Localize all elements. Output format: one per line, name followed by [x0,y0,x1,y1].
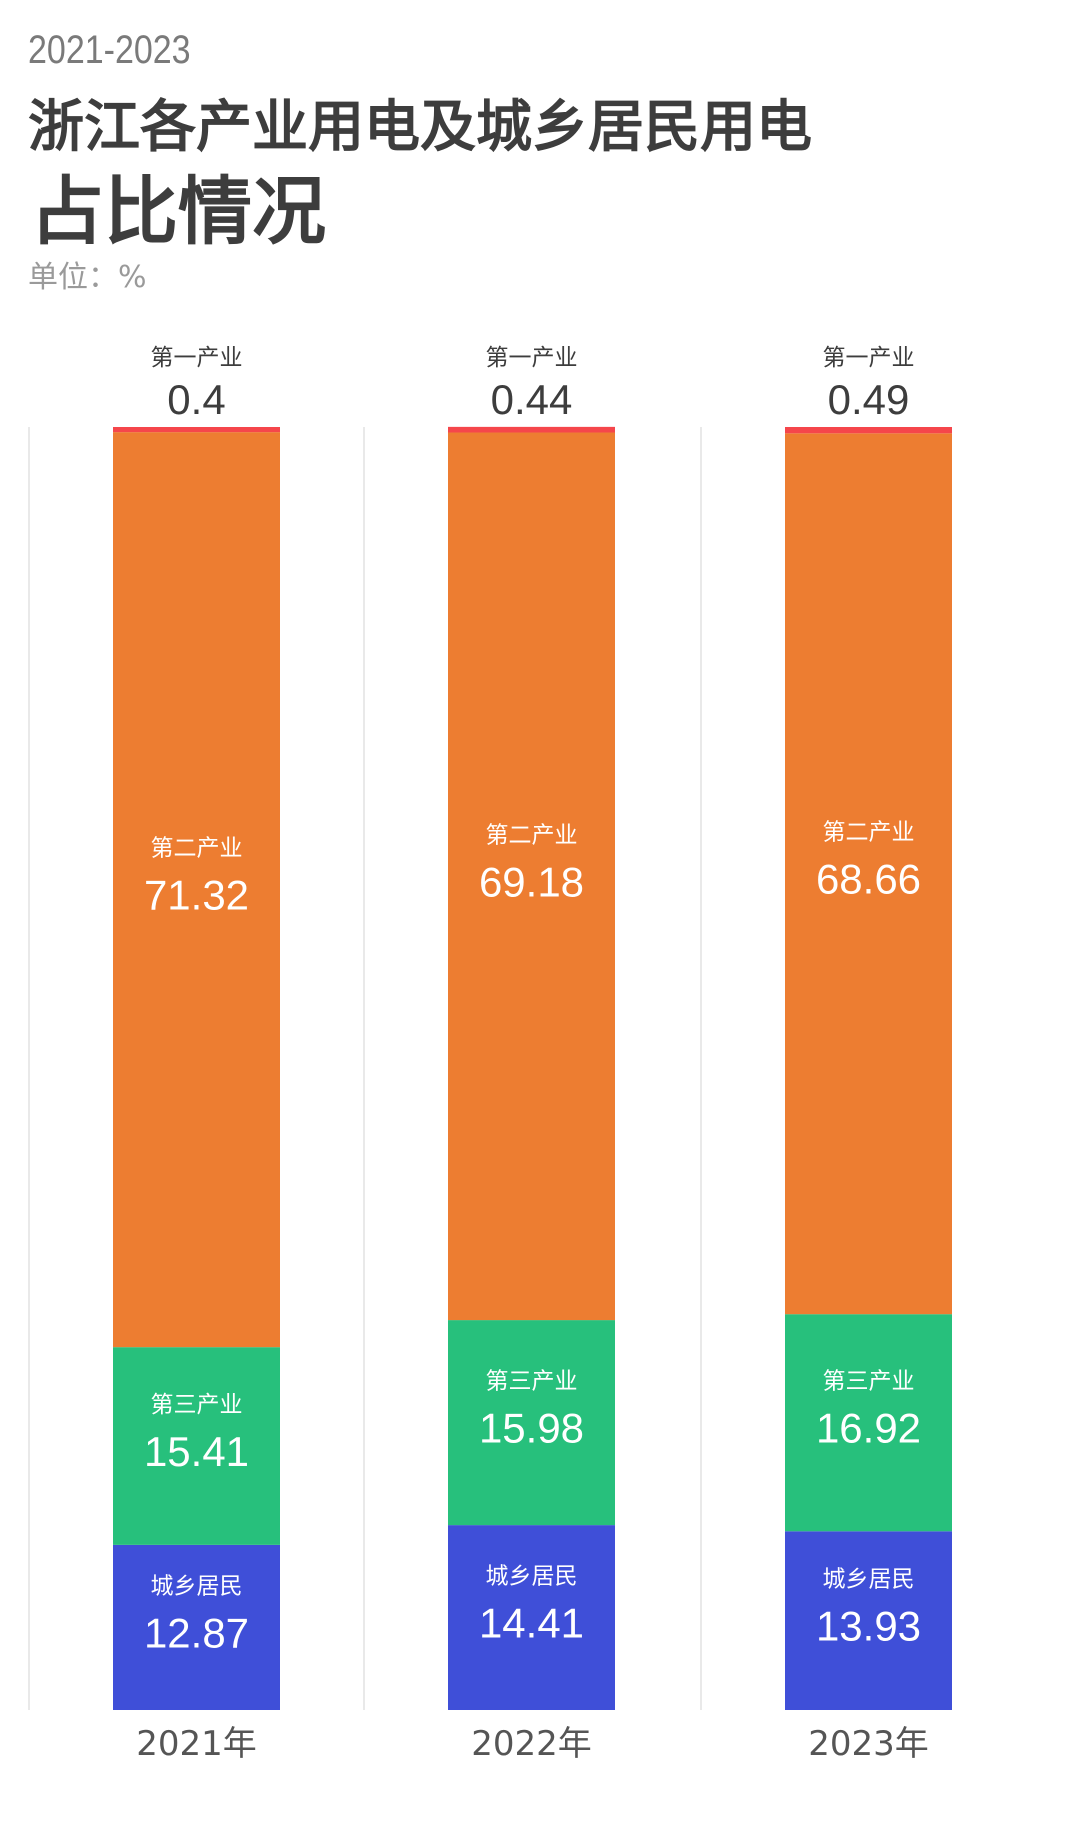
data-label: 16.92 [816,1405,921,1452]
x-tick-label: 2021年 [136,1724,257,1764]
series-label: 第一产业 [823,345,915,371]
data-label: 12.87 [144,1609,249,1656]
bar-segment [448,1525,615,1710]
series-label: 第二产业 [151,836,243,862]
data-label: 15.41 [144,1428,249,1475]
series-label: 第三产业 [151,1392,243,1418]
data-label: 13.93 [816,1603,921,1650]
bar-segment [448,432,615,1321]
data-label: 0.44 [491,376,573,423]
series-label: 第三产业 [823,1369,915,1395]
series-label: 第二产业 [486,822,578,848]
bar-segment [113,1544,280,1710]
data-label: 0.4 [167,376,225,423]
data-label: 15.98 [479,1405,584,1452]
bar-segment [785,427,952,434]
bar-segment [785,1314,952,1532]
series-label: 城乡居民 [151,1573,243,1599]
chart-title-line2: 占比情况 [30,169,326,255]
data-label: 14.41 [479,1600,584,1647]
unit-label: 单位：% [28,260,147,295]
bar-segment [113,432,280,1348]
data-label: 69.18 [479,858,584,905]
data-label: 71.32 [144,872,249,919]
bar-segment [113,427,280,433]
data-label: 68.66 [816,856,921,903]
data-label: 0.49 [828,376,910,423]
bar-segment [785,1531,952,1710]
x-tick-label: 2023年 [808,1724,929,1764]
bar-segment [448,1320,615,1526]
series-label: 第二产业 [823,820,915,846]
bar-segment [448,426,615,433]
series-label: 第一产业 [151,345,243,371]
chart-title: 浙江各产业用电及城乡居民用电 [28,95,812,160]
series-label: 第一产业 [486,345,578,371]
series-label: 城乡居民 [823,1567,915,1593]
x-tick-label: 2022年 [471,1724,592,1764]
bar-segment [785,433,952,1315]
chart-subtitle: 2021-2023 [28,28,191,72]
bar-segment [113,1347,280,1545]
series-label: 城乡居民 [486,1564,578,1590]
series-label: 第三产业 [486,1369,578,1395]
